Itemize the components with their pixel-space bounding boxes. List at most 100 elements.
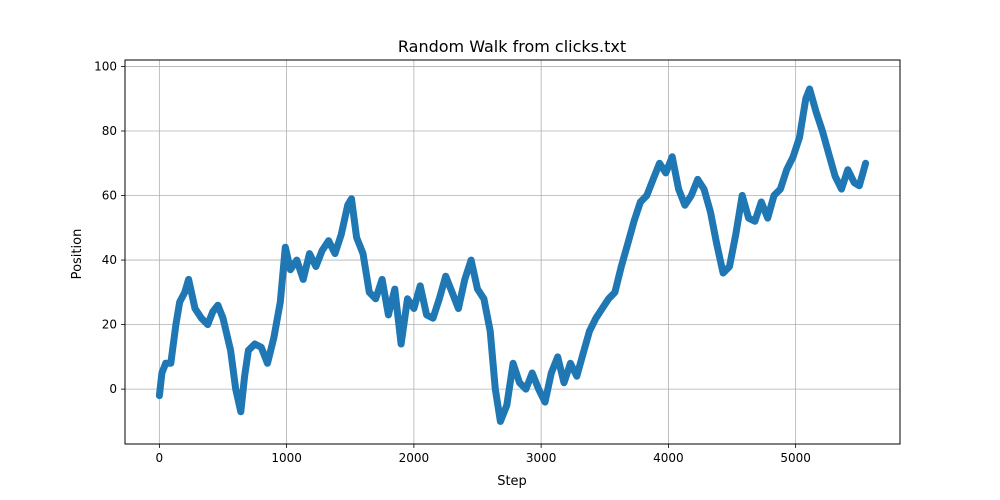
data-point <box>579 350 587 357</box>
data-point <box>764 214 771 222</box>
data-point <box>770 192 778 199</box>
data-point <box>554 353 561 361</box>
data-point <box>856 182 863 190</box>
data-point <box>185 276 192 283</box>
data-point <box>366 289 373 296</box>
data-point <box>541 398 549 406</box>
data-point <box>624 240 631 248</box>
data-point <box>353 234 360 241</box>
chart-title: Random Walk from clicks.txt <box>398 37 626 56</box>
data-point <box>758 198 765 206</box>
data-point <box>649 176 657 183</box>
data-point <box>448 289 456 296</box>
data-point <box>198 314 205 322</box>
data-point <box>299 276 307 283</box>
data-point <box>209 308 217 315</box>
data-point <box>436 295 443 302</box>
data-point <box>802 95 810 102</box>
data-point <box>777 185 784 193</box>
data-point <box>789 153 797 161</box>
y-tick-label: 0 <box>109 382 117 396</box>
data-point <box>176 298 183 306</box>
x-tick-label: 2000 <box>399 451 430 465</box>
data-point <box>656 160 663 167</box>
data-point <box>264 360 271 367</box>
data-point <box>713 240 720 248</box>
data-point <box>522 385 530 393</box>
data-point <box>819 127 826 135</box>
data-point <box>503 402 510 409</box>
data-point <box>529 369 536 377</box>
data-point <box>831 172 839 180</box>
data-point <box>474 285 481 293</box>
data-point <box>796 134 803 141</box>
x-tick-label: 4000 <box>653 451 684 465</box>
data-point <box>492 385 499 393</box>
data-point <box>344 202 351 209</box>
data-point <box>359 250 367 257</box>
data-point <box>745 214 752 222</box>
data-point <box>455 305 462 312</box>
data-point <box>293 256 300 264</box>
data-point <box>156 392 163 399</box>
data-point <box>681 202 689 209</box>
series-trace <box>155 85 870 425</box>
data-point <box>204 321 211 328</box>
data-point <box>688 192 695 199</box>
data-point <box>245 347 252 354</box>
x-tick-label: 0 <box>156 451 164 465</box>
data-point <box>227 347 234 354</box>
y-tick-label: 40 <box>102 253 117 267</box>
axes-frame <box>124 59 901 445</box>
y-tick-label: 100 <box>94 59 117 73</box>
x-tick-label: 3000 <box>526 451 557 465</box>
y-tick-label: 20 <box>102 318 117 332</box>
data-point <box>516 379 523 386</box>
data-point <box>669 153 676 161</box>
data-point <box>707 208 714 215</box>
data-point <box>535 385 542 393</box>
data-point <box>219 314 227 322</box>
data-point <box>397 340 405 348</box>
data-point <box>251 340 259 348</box>
data-point <box>214 302 222 309</box>
data-point <box>844 166 852 173</box>
data-point <box>287 266 294 273</box>
data-point <box>825 150 832 157</box>
x-axis-ticks: 0 1000 2000 3000 4000 5000 <box>156 444 811 465</box>
data-point <box>560 379 568 386</box>
data-point <box>643 192 650 199</box>
data-point <box>331 250 339 257</box>
data-point <box>312 263 320 270</box>
data-point <box>257 343 265 351</box>
data-point <box>442 273 449 280</box>
data-point <box>812 108 820 115</box>
data-point <box>181 289 189 296</box>
y-axis-label: Position <box>70 229 85 280</box>
x-axis-label: Step <box>497 474 527 489</box>
data-point <box>548 369 555 377</box>
data-point <box>467 256 475 264</box>
data-point <box>618 263 625 270</box>
data-point <box>158 369 166 377</box>
data-point <box>319 247 326 254</box>
data-point <box>567 360 574 367</box>
data-point <box>662 169 670 177</box>
data-point <box>172 321 180 328</box>
data-point <box>325 237 332 244</box>
data-point <box>232 385 239 393</box>
data-point <box>237 408 245 415</box>
data-point <box>586 327 593 335</box>
data-point <box>675 185 682 193</box>
data-point <box>410 305 418 312</box>
data-point <box>277 298 284 306</box>
data-point <box>372 295 379 302</box>
data-point <box>694 176 701 183</box>
data-point <box>783 166 790 173</box>
data-point <box>423 311 430 319</box>
data-point <box>637 198 644 206</box>
data-point <box>167 360 175 367</box>
x-tick-label: 1000 <box>271 451 302 465</box>
y-tick-label: 60 <box>102 189 117 203</box>
